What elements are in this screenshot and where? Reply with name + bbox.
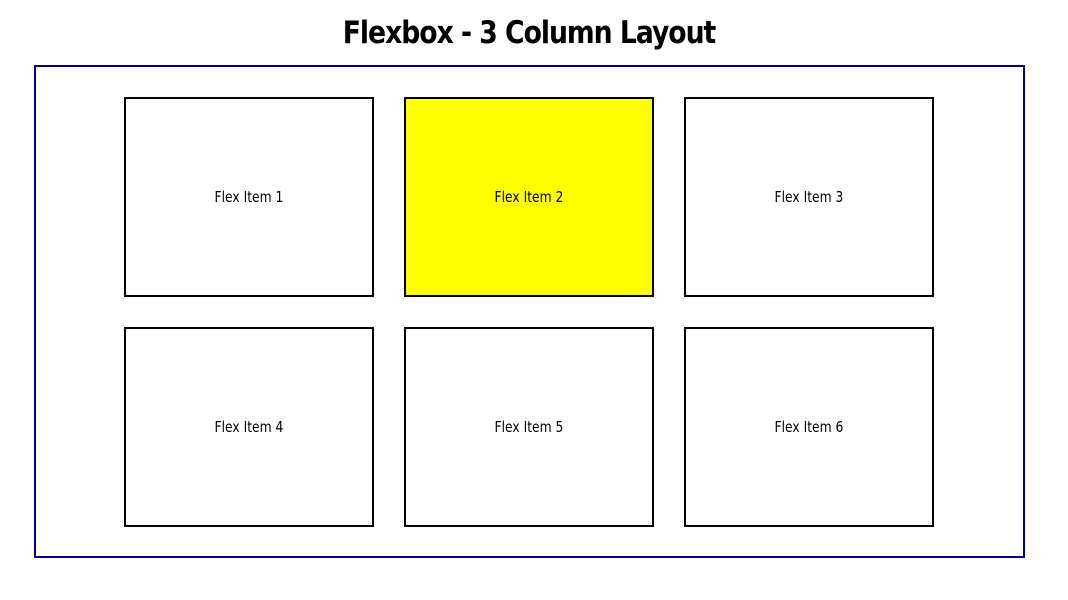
- flex-item-label: Flex Item 4: [214, 418, 284, 436]
- flex-item-6: Flex Item 6: [684, 327, 934, 527]
- flex-item-label: Flex Item 5: [494, 418, 564, 436]
- flex-item-3: Flex Item 3: [684, 97, 934, 297]
- flex-item-4: Flex Item 4: [124, 327, 374, 527]
- flex-item-1: Flex Item 1: [124, 97, 374, 297]
- flex-item-label: Flex Item 3: [774, 188, 844, 206]
- page-title: Flexbox - 3 Column Layout: [342, 15, 717, 51]
- flex-item-5: Flex Item 5: [404, 327, 654, 527]
- flex-item-label: Flex Item 1: [214, 188, 284, 206]
- flex-container: Flex Item 1 Flex Item 2 Flex Item 3 Flex…: [34, 65, 1025, 558]
- flex-item-label: Flex Item 2: [494, 188, 564, 206]
- flex-item-2: Flex Item 2: [404, 97, 654, 297]
- flex-item-label: Flex Item 6: [774, 418, 844, 436]
